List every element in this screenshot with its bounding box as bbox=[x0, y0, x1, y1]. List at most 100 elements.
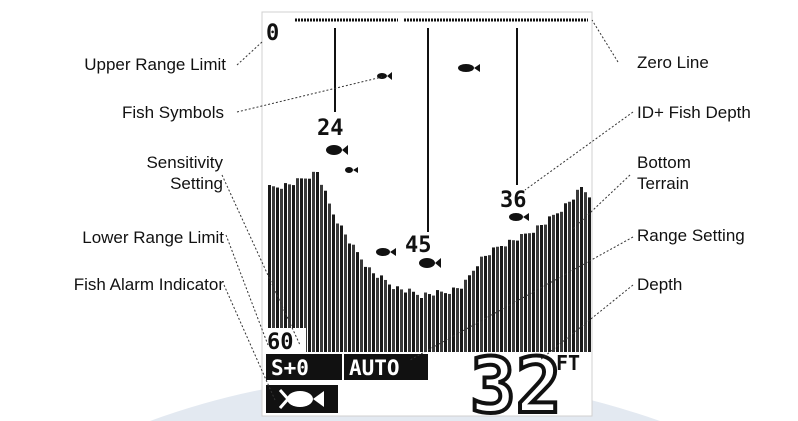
fish-symbol bbox=[326, 145, 348, 155]
terrain-bar bbox=[524, 233, 527, 352]
lower-range-bg bbox=[264, 328, 306, 352]
terrain-bar bbox=[588, 197, 591, 352]
terrain-bar bbox=[364, 266, 367, 352]
terrain-bar bbox=[504, 246, 507, 352]
terrain-bar bbox=[528, 233, 531, 352]
fish-depth-label-3: 36 bbox=[500, 188, 527, 213]
label-fish-symbols: Fish Symbols bbox=[121, 103, 224, 122]
terrain-bar bbox=[484, 255, 487, 352]
terrain-bar bbox=[368, 267, 371, 352]
range-mode-box bbox=[344, 354, 428, 380]
terrain-bar bbox=[560, 211, 563, 352]
terrain-bar bbox=[464, 279, 467, 352]
terrain-bar bbox=[400, 289, 403, 352]
fish-symbol bbox=[419, 258, 441, 268]
terrain-bar bbox=[384, 279, 387, 352]
sensitivity-box bbox=[266, 354, 342, 380]
fish-symbol bbox=[345, 167, 358, 173]
terrain-bar bbox=[500, 246, 503, 352]
terrain-bar bbox=[336, 223, 339, 352]
terrain-bar bbox=[448, 293, 451, 352]
terrain-bar bbox=[272, 186, 275, 352]
terrain-bar bbox=[436, 290, 439, 352]
depth-unit: FT bbox=[556, 351, 580, 375]
leader-zero-line bbox=[591, 19, 619, 63]
leader-fish-alarm bbox=[223, 284, 276, 401]
terrain-bar bbox=[476, 266, 479, 352]
terrain-bar bbox=[580, 187, 583, 352]
terrain-bar bbox=[412, 291, 415, 352]
terrain-bar bbox=[404, 292, 407, 352]
label-bottom-terrain-line1: Bottom bbox=[637, 153, 691, 172]
lower-range-value: 60 bbox=[267, 330, 294, 355]
leader-upper-range bbox=[236, 41, 263, 66]
upper-range-value: 0 bbox=[266, 21, 279, 46]
fish-symbol bbox=[376, 248, 396, 256]
terrain-bar bbox=[316, 172, 319, 352]
terrain-bar bbox=[444, 293, 447, 352]
fish-depth-label-2: 45 bbox=[405, 233, 432, 258]
terrain-bar bbox=[512, 240, 515, 352]
terrain-bar bbox=[456, 288, 459, 352]
terrain-bar bbox=[348, 243, 351, 352]
leader-range-setting bbox=[409, 236, 634, 361]
terrain-bar bbox=[340, 225, 343, 352]
terrain-bar bbox=[576, 189, 579, 352]
terrain-bar bbox=[452, 287, 455, 352]
label-sensitivity-line2: Setting bbox=[170, 174, 223, 193]
terrain-bar bbox=[540, 225, 543, 352]
terrain-bar bbox=[408, 288, 411, 352]
terrain-bar bbox=[440, 291, 443, 352]
terrain-bar bbox=[432, 295, 435, 352]
terrain-bar bbox=[584, 192, 587, 352]
leader-sensitivity bbox=[221, 174, 301, 346]
terrain-bar bbox=[284, 183, 287, 352]
terrain-bar bbox=[292, 185, 295, 352]
terrain-bar bbox=[460, 288, 463, 352]
label-sensitivity-setting: Sensitivity Setting bbox=[146, 152, 223, 194]
terrain-bar bbox=[424, 292, 427, 352]
fish-alarm-icon bbox=[278, 389, 324, 409]
bottom-terrain bbox=[268, 171, 591, 352]
terrain-bar bbox=[308, 178, 311, 352]
terrain-bar bbox=[492, 247, 495, 352]
label-zero-line: Zero Line bbox=[637, 53, 709, 72]
terrain-bar bbox=[544, 224, 547, 352]
terrain-bar bbox=[352, 244, 355, 352]
fish-symbol bbox=[377, 72, 392, 80]
label-id-fish-depth: ID+ Fish Depth bbox=[637, 103, 751, 122]
terrain-bar bbox=[516, 240, 519, 352]
terrain-bar bbox=[372, 273, 375, 352]
terrain-bar bbox=[508, 239, 511, 352]
label-depth: Depth bbox=[637, 275, 683, 294]
terrain-bar bbox=[468, 275, 471, 352]
terrain-bar bbox=[304, 178, 307, 352]
terrain-bar bbox=[520, 234, 523, 352]
label-bottom-terrain: Bottom Terrain bbox=[637, 152, 691, 194]
terrain-bar bbox=[380, 275, 383, 352]
leader-lines bbox=[221, 19, 634, 401]
depth-value: 32 bbox=[470, 341, 562, 421]
terrain-bar bbox=[276, 187, 279, 352]
terrain-bar bbox=[496, 246, 499, 352]
terrain-bar bbox=[268, 185, 271, 352]
label-sensitivity-line1: Sensitivity bbox=[146, 153, 223, 172]
terrain-bar bbox=[564, 203, 567, 352]
sensitivity-value: S+0 bbox=[271, 356, 309, 380]
terrain-bar bbox=[572, 199, 575, 352]
terrain-bar bbox=[568, 201, 571, 352]
terrain-bar bbox=[556, 213, 559, 352]
terrain-bar bbox=[344, 234, 347, 352]
terrain-bar bbox=[536, 225, 539, 352]
terrain-bar bbox=[388, 284, 391, 352]
terrain-bar bbox=[548, 216, 551, 352]
terrain-bar bbox=[332, 214, 335, 352]
terrain-bar bbox=[480, 256, 483, 352]
terrain-bar bbox=[320, 184, 323, 352]
terrain-bar bbox=[392, 289, 395, 352]
terrain-bar bbox=[300, 178, 303, 352]
terrain-bar bbox=[360, 259, 363, 352]
label-fish-alarm-indicator: Fish Alarm Indicator bbox=[73, 275, 224, 294]
